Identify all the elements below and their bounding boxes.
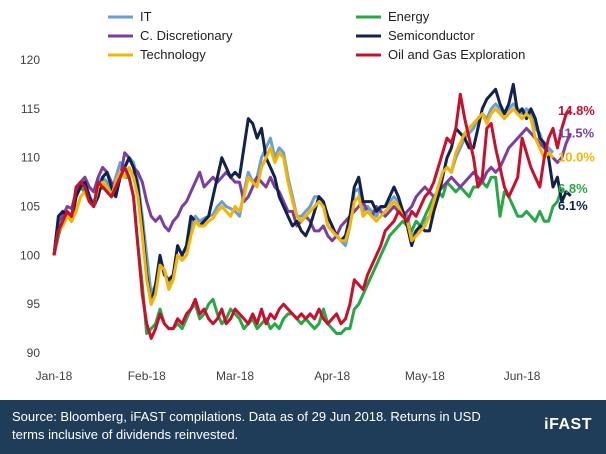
x-axis: Jan-18 Feb-18 Mar-18 Apr-18 May-18 Jun-18: [36, 369, 541, 383]
y-axis: 90 95 100 105 110 115 120: [20, 53, 40, 360]
legend-label: C. Discretionary: [140, 28, 233, 43]
legend-label: Technology: [140, 47, 206, 62]
end-label: 11.5%: [558, 125, 595, 140]
x-tick-label: Jun-18: [504, 369, 541, 383]
x-tick-label: Mar-18: [216, 369, 254, 383]
legend-label: Oil and Gas Exploration: [388, 47, 525, 62]
x-tick-label: May-18: [405, 369, 445, 383]
brand-logo: iFAST: [544, 416, 592, 433]
series-line: [52, 126, 573, 256]
legend-label: Energy: [388, 9, 430, 24]
legend-label: IT: [140, 9, 152, 24]
series-line: [52, 92, 572, 340]
y-tick-label: 120: [20, 53, 40, 67]
chart-area: IT Energy C. Discretionary Semiconductor Tec…: [20, 9, 595, 383]
series-line: [52, 107, 555, 306]
end-label: 6.1%: [558, 198, 588, 213]
x-tick-label: Apr-18: [314, 369, 350, 383]
legend-label: Semiconductor: [388, 28, 475, 43]
x-tick-label: Feb-18: [128, 369, 166, 383]
y-tick-label: 115: [21, 102, 40, 116]
series-lines: [52, 82, 573, 340]
y-tick-label: 105: [20, 200, 40, 214]
end-label: 14.8%: [558, 103, 595, 118]
end-labels: 14.8% 11.5% 10.0% 6.8% 6.1%: [558, 103, 595, 213]
footer: Source: Bloomberg, iFAST compilations. D…: [0, 400, 606, 454]
line-chart: IT Energy C. Discretionary Semiconductor Tec…: [20, 9, 595, 383]
y-tick-label: 95: [27, 297, 41, 311]
end-label: 6.8%: [558, 181, 588, 196]
source-note: Source: Bloomberg, iFAST compilations. D…: [12, 409, 481, 442]
y-tick-label: 110: [21, 151, 40, 165]
series-line: [52, 170, 564, 335]
legend: IT Energy C. Discretionary Semiconductor Tec…: [108, 9, 525, 62]
y-tick-label: 90: [27, 346, 41, 360]
end-label: 10.0%: [558, 150, 595, 165]
x-tick-label: Jan-18: [36, 369, 73, 383]
y-tick-label: 100: [20, 248, 40, 262]
